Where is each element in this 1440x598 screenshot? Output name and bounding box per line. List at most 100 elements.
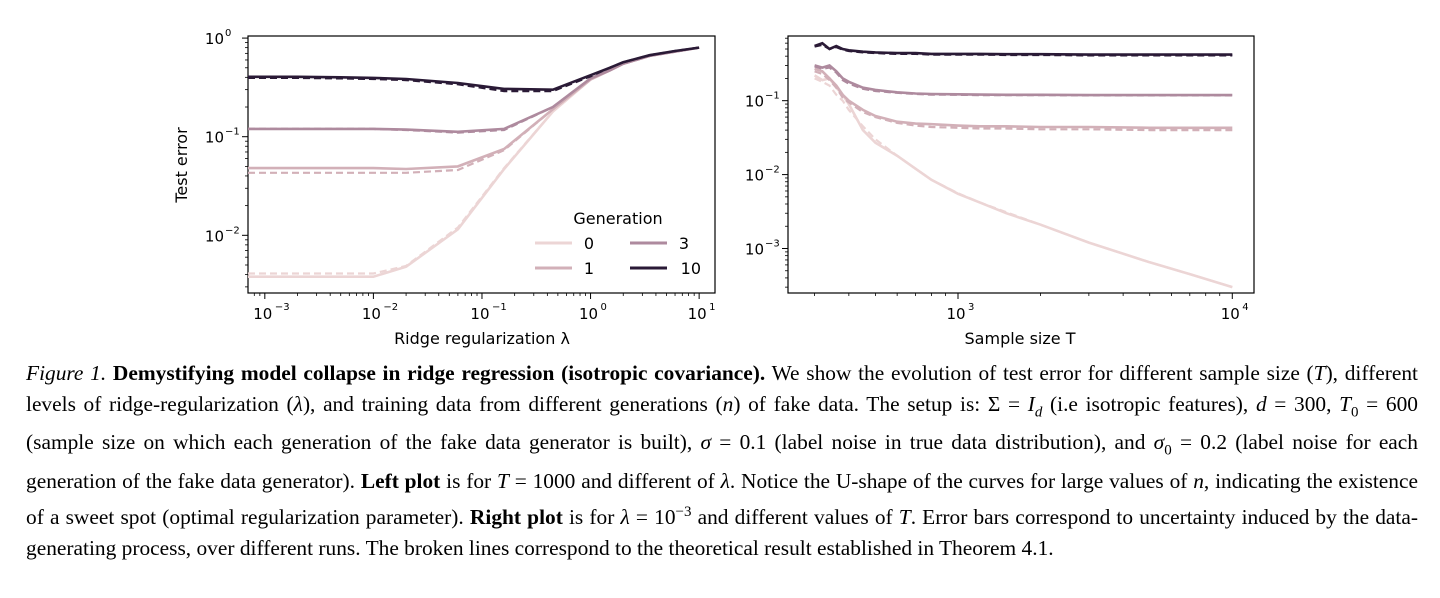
caption-text: . Error bars correspond to uncertainty i… xyxy=(26,505,1418,560)
right-ticks-group: 10 3 10 410 −310 −210 −1 xyxy=(745,37,1249,323)
left-ytick-exponent: 0 xyxy=(225,28,231,39)
caption-text: and different of xyxy=(575,469,721,494)
math-n: n xyxy=(1193,469,1204,494)
caption-text: We show the evolution of test error for … xyxy=(765,361,1314,385)
caption-text: , indicating the existence of a sweet sp… xyxy=(26,469,1418,530)
left-xlabel: Ridge regularization λ xyxy=(394,329,570,348)
left-ytick-label: 10 xyxy=(205,227,224,245)
left-xtick-label: 10 xyxy=(688,305,707,323)
math-sub-0: 0 xyxy=(1351,403,1359,420)
right-xtick-exponent: 3 xyxy=(968,302,974,313)
right-series-group xyxy=(813,41,1233,289)
right-plot-frame xyxy=(787,35,1255,294)
legend-title: Generation xyxy=(573,209,662,228)
legend: Generation 0 1 3 10 xyxy=(535,209,701,278)
right-ytick-exponent: −2 xyxy=(765,165,780,176)
right-ytick-exponent: −1 xyxy=(765,91,780,102)
left-xtick-label: 10 xyxy=(253,305,272,323)
caption-text: . Notice the U-shape of the curves for l… xyxy=(729,469,1194,494)
left-plot-frame xyxy=(247,35,716,294)
figure-panels: 10 −3 10 −2 10 −1 10 0 10 110 −210 −110 0 Ridge regu… xyxy=(172,28,1255,348)
left-xtick-label: 10 xyxy=(470,305,489,323)
caption-text: (sample size on which each generation of… xyxy=(26,430,701,455)
right-xtick-label: 10 xyxy=(946,305,965,323)
caption-title: Demystifying model collapse in ridge reg… xyxy=(112,361,766,385)
caption-label: Figure 1. xyxy=(26,361,107,385)
left-ytick-label: 10 xyxy=(205,129,224,147)
math-sigma-cap: Σ = xyxy=(987,391,1028,416)
math-lambda: λ xyxy=(720,469,730,494)
caption-left-plot: Left plot xyxy=(360,469,441,494)
math-sup: −3 xyxy=(675,503,692,520)
legend-label-10: 10 xyxy=(681,259,701,278)
math-identity: I xyxy=(1027,391,1035,416)
legend-label-0: 0 xyxy=(584,234,594,253)
caption-text: (i.e isotropic features), xyxy=(1042,391,1256,416)
right-xlabel: Sample size T xyxy=(965,329,1076,348)
legend-entry-3: 3 xyxy=(630,234,689,253)
caption-text: ) of fake data. The setup is: xyxy=(733,391,988,416)
left-xtick-label: 10 xyxy=(579,305,598,323)
legend-entry-10: 10 xyxy=(630,259,701,278)
right-xtick-exponent: 4 xyxy=(1242,302,1248,313)
caption-text: ), different levels of ridge-regularizat… xyxy=(26,361,1418,416)
right-theory-line-gen-0 xyxy=(814,77,1233,289)
left-xtick-exponent: 1 xyxy=(709,302,715,313)
legend-label-3: 3 xyxy=(679,234,689,253)
right-plot: 10 3 10 410 −310 −210 −1 Sample size T xyxy=(745,35,1255,348)
legend-entry-1: 1 xyxy=(535,259,594,278)
right-empirical-line-gen-3 xyxy=(814,63,1233,97)
math-T: T xyxy=(496,469,509,494)
left-theory-line-gen-1 xyxy=(248,46,700,174)
math-T: T xyxy=(1313,361,1326,385)
legend-entry-0: 0 xyxy=(535,234,594,253)
left-xtick-exponent: −2 xyxy=(383,302,398,313)
left-xtick-label: 10 xyxy=(362,305,381,323)
legend-label-1: 1 xyxy=(584,259,594,278)
right-empirical-line-gen-1 xyxy=(814,67,1233,130)
figure-caption: Figure 1. Demystifying model collapse in… xyxy=(26,361,1418,560)
math-eq: = 1000 xyxy=(508,469,576,494)
left-ylabel: Test error xyxy=(172,127,191,204)
math-eq: = 10 xyxy=(629,505,676,530)
left-xtick-exponent: 0 xyxy=(601,302,607,313)
math-lambda: λ xyxy=(293,391,303,416)
caption-text: ), and training data from different gene… xyxy=(302,391,723,416)
caption-text: and different values of xyxy=(691,505,899,530)
left-xtick-exponent: −3 xyxy=(275,302,290,313)
left-plot: 10 −3 10 −2 10 −1 10 0 10 110 −210 −110 0 Ridge regu… xyxy=(172,28,716,348)
math-eq: = 0.1 xyxy=(711,430,767,455)
math-sub-0: 0 xyxy=(1164,442,1172,459)
left-empirical-line-gen-1 xyxy=(248,46,700,171)
left-series-group xyxy=(248,46,700,279)
right-ytick-exponent: −3 xyxy=(765,239,780,250)
math-T0: T xyxy=(1339,391,1352,416)
math-eq: = 0.2 xyxy=(1171,430,1228,455)
right-empirical-line-gen-0 xyxy=(813,74,1233,289)
caption-right-plot: Right plot xyxy=(469,505,563,530)
math-sigma0: σ xyxy=(1153,430,1165,455)
left-xtick-exponent: −1 xyxy=(492,302,507,313)
math-eq: = 300 xyxy=(1266,391,1327,416)
right-ytick-label: 10 xyxy=(745,241,764,259)
caption-text: (label noise in true data distribution),… xyxy=(766,430,1154,455)
math-n: n xyxy=(722,391,734,416)
caption-text: is for xyxy=(440,469,497,494)
left-ytick-exponent: −2 xyxy=(225,225,240,236)
math-eq: = 600 xyxy=(1358,391,1418,416)
right-ytick-label: 10 xyxy=(745,93,764,111)
left-ticks-group: 10 −3 10 −2 10 −1 10 0 10 110 −210 −110 0 xyxy=(205,28,716,323)
left-ytick-exponent: −1 xyxy=(225,127,240,138)
left-ytick-label: 10 xyxy=(205,30,224,48)
right-ytick-label: 10 xyxy=(745,167,764,185)
math-d: d xyxy=(1255,391,1267,416)
caption-text: (label noise for each generation of the … xyxy=(26,430,1418,494)
caption-text: is for xyxy=(562,505,621,530)
math-T: T xyxy=(898,505,911,530)
right-xtick-label: 10 xyxy=(1221,305,1240,323)
right-empirical-line-gen-10 xyxy=(814,41,1233,56)
right-theory-line-gen-1 xyxy=(814,70,1233,132)
left-empirical-line-gen-10 xyxy=(248,46,700,92)
math-sigma: σ xyxy=(700,430,711,455)
math-sub-d: d xyxy=(1034,403,1043,420)
